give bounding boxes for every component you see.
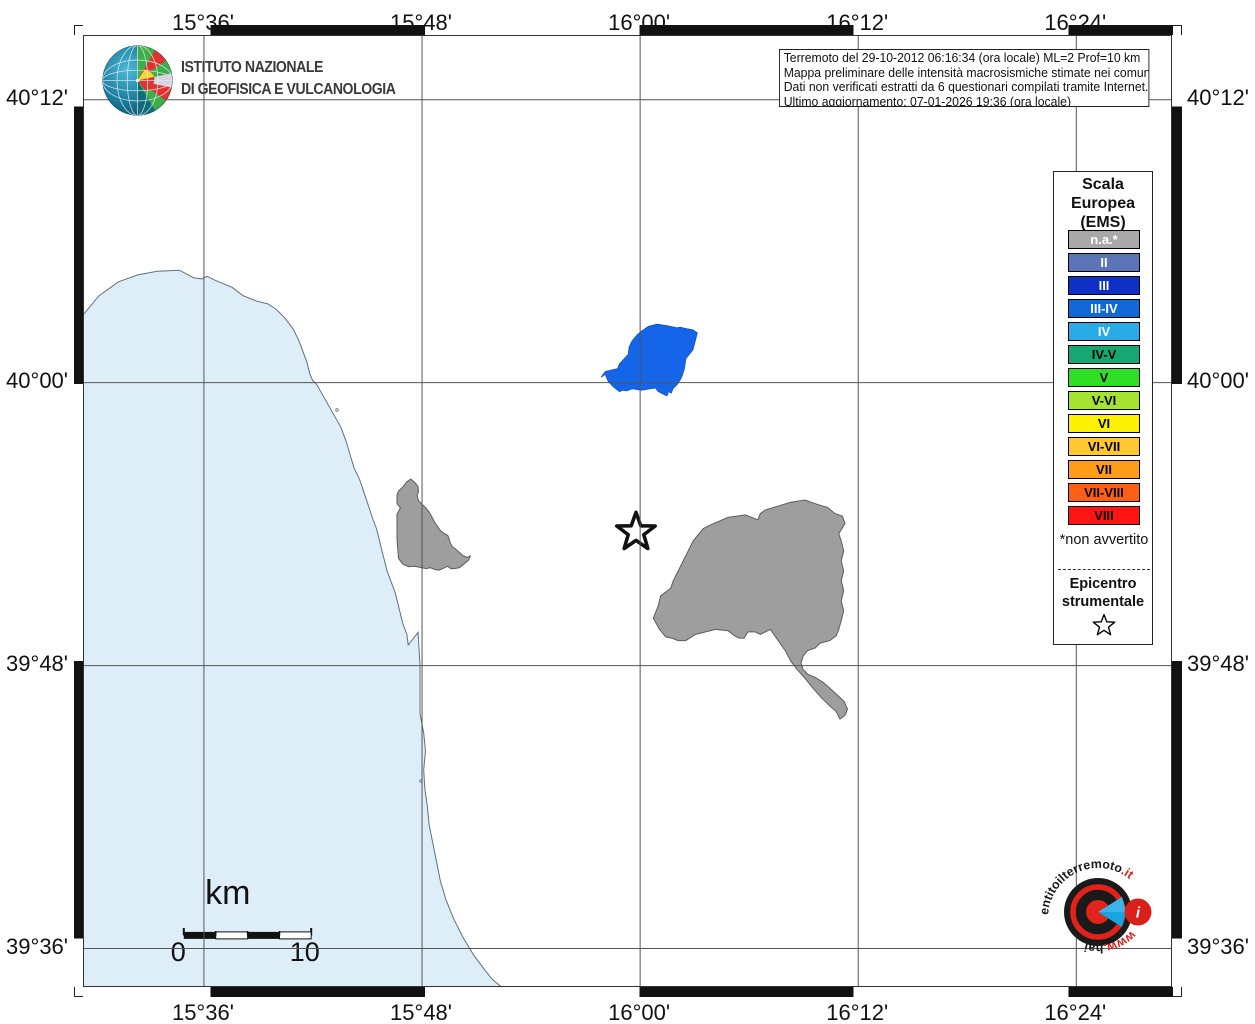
svg-text:km: km <box>205 874 250 912</box>
svg-text:10: 10 <box>290 937 320 967</box>
svg-text:0: 0 <box>171 937 186 967</box>
